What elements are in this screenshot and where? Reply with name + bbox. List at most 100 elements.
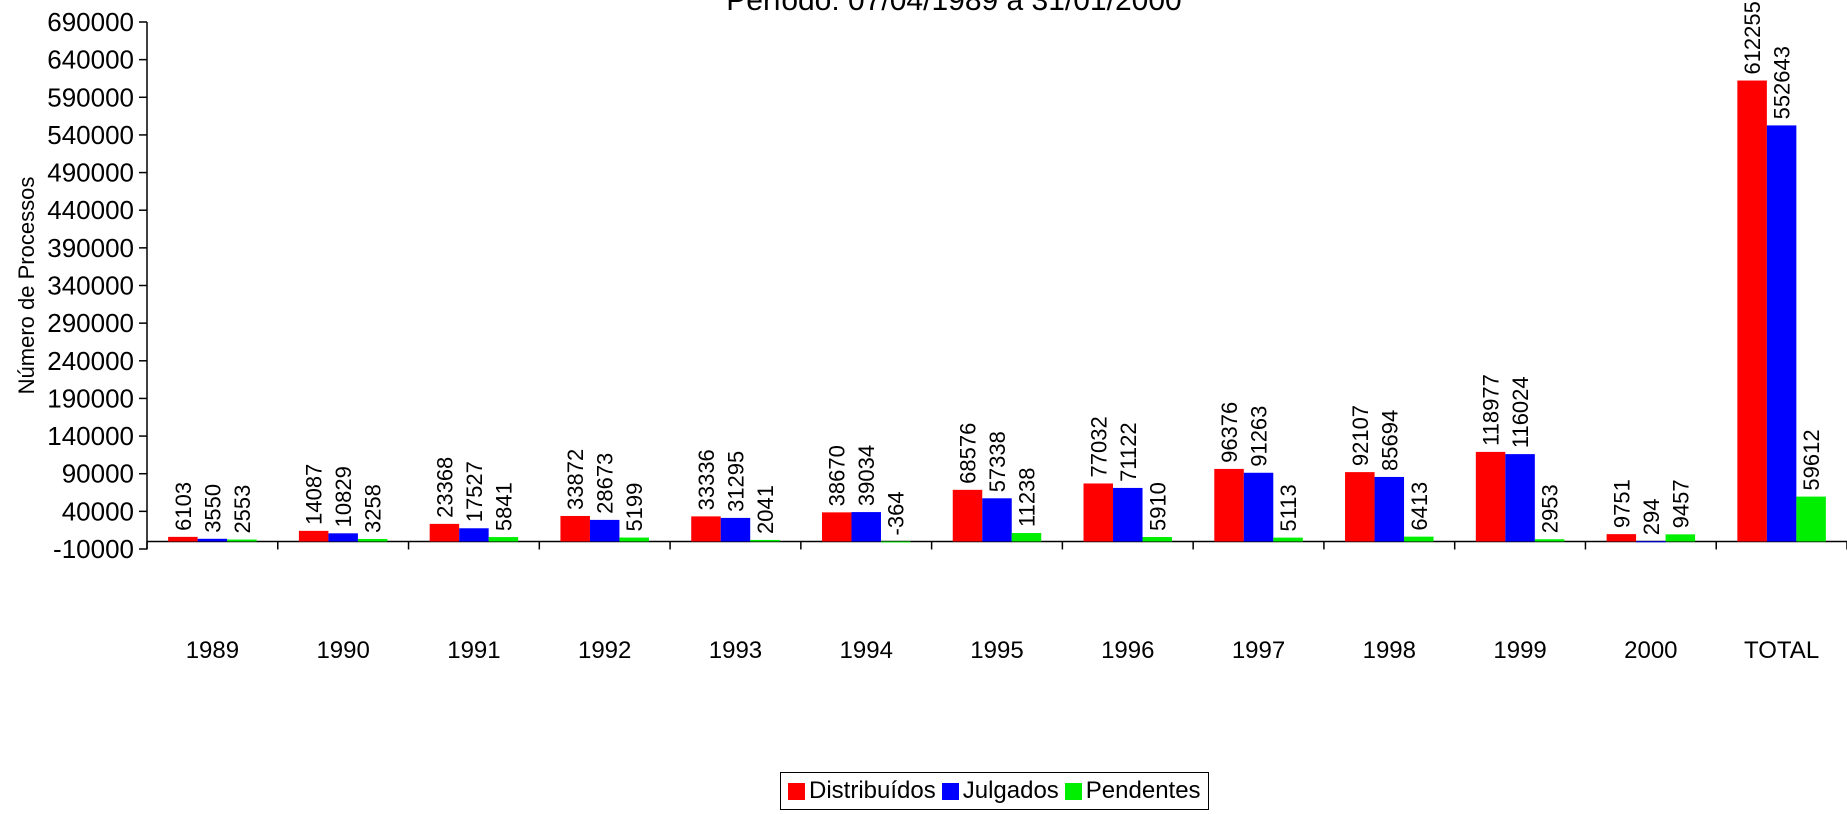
data-label: 17527 xyxy=(462,461,487,522)
data-label: 612255 xyxy=(1740,1,1765,74)
legend-label-distribuidos: Distribuídos xyxy=(809,777,936,804)
legend-item-distribuidos: Distribuídos xyxy=(788,777,936,805)
bar-distribuídos xyxy=(952,489,983,542)
legend-item-julgados: Julgados xyxy=(941,777,1059,805)
y-tick-label: 390000 xyxy=(47,233,134,263)
legend-swatch-distribuidos xyxy=(788,782,805,800)
bar-distribuídos xyxy=(560,515,590,542)
data-label: 2041 xyxy=(753,485,778,534)
y-tick-label: 340000 xyxy=(47,271,134,301)
bar-distribuídos xyxy=(691,516,721,542)
data-label: 28673 xyxy=(593,453,618,514)
bar-pendentes xyxy=(1796,496,1826,542)
data-label: 2953 xyxy=(1538,484,1563,533)
bar-distribuídos xyxy=(821,512,852,542)
x-tick-label: 1994 xyxy=(840,637,893,664)
bar-distribuídos xyxy=(1214,468,1244,542)
bar-distribuídos xyxy=(298,530,329,542)
bar-julgados xyxy=(1505,454,1535,542)
data-label: 85694 xyxy=(1377,410,1402,471)
y-tick-label: 640000 xyxy=(47,45,134,75)
bar-pendentes xyxy=(1011,533,1042,542)
data-label: 116024 xyxy=(1508,376,1533,448)
data-label: 31295 xyxy=(723,451,748,512)
bar-julgados xyxy=(1374,476,1405,542)
data-label: 14087 xyxy=(302,464,327,525)
data-label: 38670 xyxy=(825,445,850,506)
bar-pendentes xyxy=(227,539,257,542)
bar-julgados xyxy=(851,512,881,542)
x-tick-label: TOTAL xyxy=(1744,637,1819,664)
data-label: 552643 xyxy=(1770,46,1795,119)
legend-item-pendentes: Pendentes xyxy=(1064,777,1201,805)
data-label: 3550 xyxy=(200,484,225,533)
legend-swatch-julgados xyxy=(941,782,959,800)
data-label: 6103 xyxy=(171,482,196,531)
legend-label-julgados: Julgados xyxy=(962,777,1059,804)
data-label: 92107 xyxy=(1348,405,1373,466)
x-tick-label: 1991 xyxy=(447,637,500,664)
bar-distribuídos xyxy=(168,536,198,542)
bar-pendentes xyxy=(1665,534,1696,542)
data-label: 2553 xyxy=(230,485,255,534)
data-label: 3258 xyxy=(361,484,386,533)
bar-pendentes xyxy=(880,541,911,543)
bar-julgados xyxy=(1113,487,1143,542)
y-tick-label: 490000 xyxy=(47,158,134,188)
legend-label-pendentes: Pendentes xyxy=(1085,777,1201,804)
x-tick-label: 1995 xyxy=(970,637,1023,664)
y-tick-label: 440000 xyxy=(47,195,134,225)
bar-julgados xyxy=(720,517,751,542)
data-label: 6413 xyxy=(1407,482,1432,531)
data-label: 71122 xyxy=(1116,422,1141,482)
data-label: 5113 xyxy=(1276,484,1301,531)
y-tick-label: 140000 xyxy=(47,421,134,451)
data-label: 9457 xyxy=(1668,479,1693,528)
data-label: 5910 xyxy=(1145,482,1170,531)
data-label: 11238 xyxy=(1015,467,1040,527)
bar-pendentes xyxy=(1534,539,1565,542)
data-label: 77032 xyxy=(1086,416,1111,477)
x-tick-label: 2000 xyxy=(1624,637,1677,664)
data-label: -364 xyxy=(884,491,909,535)
data-label: 33336 xyxy=(694,449,719,510)
bar-distribuídos xyxy=(1737,80,1767,542)
x-tick-label: 1990 xyxy=(316,637,369,664)
bar-julgados xyxy=(459,528,489,542)
bar-pendentes xyxy=(1142,537,1173,542)
y-axis-label: Número de Processos xyxy=(14,177,39,395)
chart-title: Período: 07/04/1989 a 31/01/2000 xyxy=(726,0,1181,17)
data-label: 57338 xyxy=(985,431,1010,492)
x-tick-label: 1999 xyxy=(1493,637,1546,664)
bar-julgados xyxy=(1636,541,1666,543)
x-tick-label: 1993 xyxy=(709,637,762,664)
data-label: 5841 xyxy=(491,482,516,531)
bar-pendentes xyxy=(1404,536,1434,542)
y-tick-label: 90000 xyxy=(62,459,134,489)
y-tick-label: -10000 xyxy=(53,534,134,564)
data-label: 68576 xyxy=(956,423,981,484)
bar-pendentes xyxy=(750,539,780,542)
y-tick-label: 540000 xyxy=(47,120,134,150)
y-tick-label: 690000 xyxy=(47,7,134,37)
x-tick-label: 1998 xyxy=(1363,637,1416,664)
bar-distribuídos xyxy=(1083,483,1114,542)
y-tick-label: 40000 xyxy=(62,496,134,526)
bar-distribuídos xyxy=(1475,451,1506,542)
data-label: 23368 xyxy=(432,457,457,518)
bar-pendentes xyxy=(357,539,388,542)
bar-distribuídos xyxy=(1606,534,1637,542)
x-tick-label: 1989 xyxy=(186,637,239,664)
bar-pendentes xyxy=(619,537,649,542)
bar-julgados xyxy=(982,498,1012,542)
y-tick-label: 190000 xyxy=(47,383,134,413)
legend-swatch-pendentes xyxy=(1064,782,1082,800)
data-label: 59612 xyxy=(1799,429,1824,490)
y-tick-label: 590000 xyxy=(47,82,134,112)
x-tick-label: 1997 xyxy=(1232,637,1285,664)
data-label: 91263 xyxy=(1247,406,1272,467)
bar-julgados xyxy=(1766,125,1797,542)
bar-distribuídos xyxy=(429,523,460,542)
data-label: 5199 xyxy=(622,483,647,532)
